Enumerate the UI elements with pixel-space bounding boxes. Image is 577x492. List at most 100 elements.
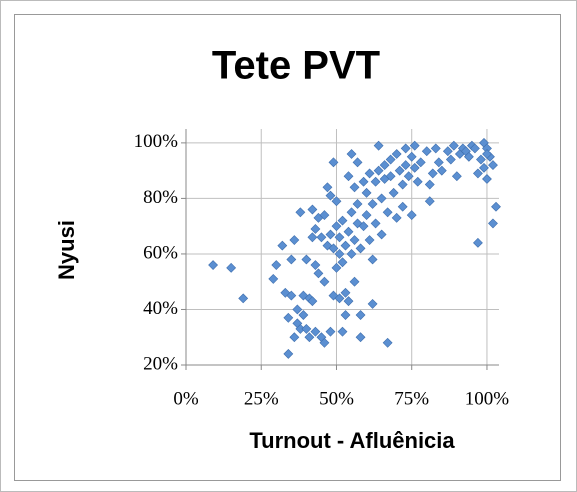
point [373,140,384,151]
point [364,235,375,245]
point [361,210,372,220]
point [479,162,489,173]
point [400,143,411,154]
point [343,296,354,307]
point [400,160,411,171]
point [406,151,417,162]
point [361,187,372,198]
point [292,304,303,315]
point [442,146,453,157]
x-axis-label: Turnout - Afluênicia [249,428,455,453]
point [301,323,312,334]
point [355,243,366,254]
point [238,293,249,304]
y-tick-label: 60% [143,242,178,263]
point [316,232,327,243]
point [277,240,288,251]
point [298,310,309,320]
point [322,182,333,193]
point [445,154,456,165]
point [307,232,318,243]
point [397,179,408,190]
point [304,332,315,343]
point [289,332,300,343]
chart-area [14,14,561,481]
point [310,326,321,337]
point [226,262,237,273]
point [334,293,345,304]
point [271,260,282,270]
point [346,207,357,218]
point [283,348,294,359]
y-tick-label: 80% [143,187,178,208]
point [346,249,357,259]
point [319,337,330,348]
point [328,157,339,168]
point [482,174,492,184]
point [310,260,321,270]
point [340,310,351,320]
point [286,254,297,265]
point [430,143,441,154]
point [367,254,378,265]
point [331,221,342,232]
chart-title: Tete PVT [212,44,380,88]
point [385,171,396,182]
point [325,326,336,337]
point [343,226,354,237]
point [349,182,360,193]
y-tick-label: 40% [143,298,178,319]
point [208,260,219,270]
point [473,168,483,179]
point [367,298,378,309]
point [331,196,342,207]
point [343,171,354,182]
point [397,201,408,212]
x-tick-label: 50% [319,388,354,409]
point [334,232,345,243]
point [325,229,336,240]
point [370,176,381,187]
point [469,143,480,154]
point [337,257,348,268]
point [352,157,363,168]
point [358,176,369,187]
point [476,154,486,165]
point [421,146,432,157]
point [488,160,498,171]
point [334,249,345,259]
point [424,179,435,190]
y-tick-label: 100% [134,131,179,152]
point [355,332,366,343]
point [370,218,381,229]
point [307,296,318,307]
point [385,154,396,165]
point [382,337,393,348]
point [376,229,387,240]
point [373,165,384,176]
point [379,160,390,171]
point [346,149,357,159]
point [436,165,447,176]
x-tick-label: 0% [173,388,199,409]
point [406,210,417,220]
point [319,210,330,220]
point [340,240,351,251]
point [337,215,348,226]
point [391,149,402,159]
point [463,151,474,162]
x-tick-label: 25% [244,388,279,409]
point [286,290,297,301]
point [352,199,363,209]
point [328,243,339,254]
point [307,204,318,215]
point [340,287,351,298]
point [491,201,501,212]
point [295,207,306,218]
point [473,237,483,248]
point [433,157,444,168]
point [412,176,423,187]
point [367,199,378,209]
x-tick-label: 75% [394,388,429,409]
